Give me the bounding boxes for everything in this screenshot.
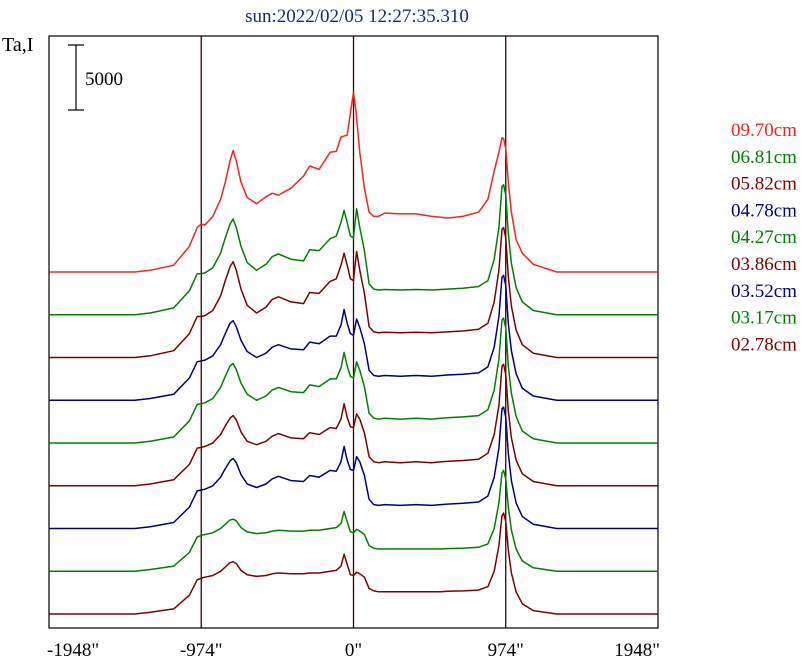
legend-entry: 05.82cm [731, 174, 797, 195]
legend-entry: 03.52cm [731, 281, 797, 302]
series-line-4 [49, 317, 658, 444]
x-tick-label: 1948" [614, 640, 660, 661]
x-tick-label: -1948" [47, 640, 99, 661]
scale-bar-label: 5000 [85, 69, 123, 90]
legend-entry: 06.81cm [731, 147, 797, 168]
series-line-5 [49, 363, 658, 487]
chart-title: sun:2022/02/05 12:27:35.310 [245, 6, 469, 27]
legend-entry: 03.17cm [731, 308, 797, 329]
series-line-0 [49, 91, 658, 273]
series-line-1 [49, 184, 658, 316]
x-tick-label: 0" [345, 640, 362, 661]
series-line-2 [49, 226, 658, 359]
legend: 09.70cm 06.81cm 05.82cm 04.78cm 04.27cm 03.86… [731, 120, 797, 355]
legend-entry: 04.78cm [731, 200, 797, 221]
series-lines [49, 91, 658, 615]
x-tick-label: -974" [180, 640, 223, 661]
series-line-7 [49, 469, 658, 573]
scale-bar: 5000 [68, 44, 123, 111]
legend-entry: 03.86cm [731, 254, 797, 275]
series-line-3 [49, 274, 658, 402]
series-line-6 [49, 406, 658, 530]
x-tick-label: 974" [488, 640, 524, 661]
legend-entry: 09.70cm [731, 120, 797, 141]
legend-entry: 02.78cm [731, 334, 797, 355]
legend-entry: 04.27cm [731, 227, 797, 248]
series-line-8 [49, 512, 658, 615]
y-axis-label: Ta,I [2, 34, 33, 56]
x-tick-labels: -1948" -974" 0" 974" 1948" [47, 640, 660, 661]
